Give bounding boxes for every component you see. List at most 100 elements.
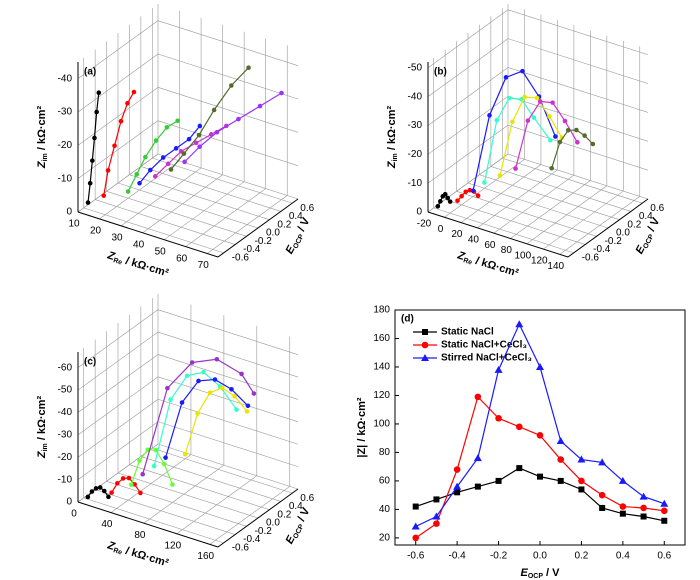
- series: [85, 90, 102, 205]
- point: [87, 180, 93, 186]
- z-tick-label: 0.6: [300, 203, 314, 214]
- point: [160, 155, 166, 160]
- point: [536, 362, 544, 370]
- label-main: Z: [386, 160, 398, 169]
- series: [140, 356, 257, 477]
- series: [182, 90, 284, 165]
- point: [482, 180, 487, 185]
- series: [137, 123, 203, 186]
- floor-grid-line: [106, 481, 247, 527]
- point: [153, 447, 159, 453]
- point: [137, 458, 142, 463]
- legend-marker: [421, 341, 429, 349]
- point: [433, 520, 440, 527]
- wall-grid-line: [507, 96, 649, 142]
- x-axis: [77, 211, 219, 258]
- floor-grid-line: [152, 447, 293, 494]
- label-rest: / kΩ·cm²: [36, 396, 48, 444]
- point: [438, 199, 443, 204]
- point: [494, 117, 500, 123]
- point: [101, 193, 107, 198]
- series-line: [127, 120, 178, 192]
- floor-grid-line: [479, 174, 620, 220]
- series: [435, 191, 453, 209]
- point: [251, 391, 257, 396]
- point: [118, 118, 124, 124]
- point: [534, 95, 540, 101]
- label-sub: im: [392, 153, 399, 161]
- y-tick-label: 0: [416, 207, 422, 218]
- point: [85, 494, 91, 500]
- floor-grid-line: [502, 157, 643, 204]
- series-line: [164, 378, 249, 458]
- point: [137, 180, 142, 186]
- series-line: [415, 395, 665, 539]
- wall-grid-line: [427, 38, 509, 97]
- wall-grid-line: [77, 53, 159, 113]
- wall-grid-line: [157, 398, 299, 445]
- wall-grid-line: [77, 398, 159, 458]
- y-tick-label: 0: [66, 497, 72, 508]
- label-rest: / kΩ·cm²: [386, 106, 398, 154]
- x-axis-label: EOCP / V: [520, 567, 560, 580]
- series: [513, 99, 580, 171]
- point: [442, 191, 448, 197]
- point: [105, 168, 111, 173]
- panel-label: (c): [84, 357, 96, 368]
- point: [175, 118, 180, 124]
- y-tick-label: 120: [373, 390, 390, 401]
- x-tick-label: 20: [90, 226, 102, 237]
- point: [520, 68, 525, 74]
- y-tick-label: 40: [379, 504, 391, 515]
- z-tick-label: -0.6: [232, 252, 250, 263]
- legend-label: Stirred NaCl+CeCl₃: [441, 353, 532, 364]
- z-tick-label: 0.4: [289, 211, 303, 222]
- y-tick-label: -50: [408, 62, 423, 73]
- floor-grid-line: [129, 464, 270, 510]
- floor-grid-line: [152, 157, 293, 204]
- point: [244, 409, 250, 414]
- wall-grid-line: [157, 354, 299, 400]
- floor-grid-line: [445, 199, 586, 245]
- point: [487, 113, 492, 118]
- point: [411, 522, 420, 530]
- point: [577, 455, 586, 463]
- point: [432, 512, 441, 520]
- point: [140, 471, 146, 477]
- point: [196, 132, 202, 138]
- point: [619, 503, 627, 510]
- y-tick-label: -20: [58, 452, 73, 463]
- wall-grid-line: [77, 376, 159, 436]
- x-tick-label: -0.2: [490, 551, 508, 562]
- point: [212, 377, 218, 382]
- label-rest: / V: [543, 567, 560, 579]
- y-tick-label: -50: [58, 385, 73, 396]
- point: [131, 89, 137, 95]
- point: [503, 75, 509, 80]
- point: [219, 385, 225, 391]
- y-tick-label: 0: [66, 207, 72, 218]
- x-tick-label: 20: [451, 229, 463, 240]
- point: [109, 490, 114, 495]
- label-rest: / kΩ·cm²: [471, 254, 520, 279]
- wall-grid-line: [507, 9, 649, 56]
- series-line: [184, 92, 282, 163]
- wall-grid-line: [77, 20, 159, 79]
- point: [619, 510, 626, 517]
- point: [152, 174, 158, 179]
- point: [106, 494, 111, 500]
- series-line: [514, 100, 578, 169]
- wall-grid-line: [157, 443, 299, 490]
- z-tick-label: 0.4: [289, 501, 303, 512]
- x-tick-label: -0.6: [407, 551, 425, 562]
- point: [412, 534, 420, 542]
- y-tick-label: -20: [58, 140, 73, 151]
- point: [128, 482, 134, 488]
- x-tick-label: 10: [68, 219, 80, 230]
- x-tick-label: 30: [112, 232, 124, 243]
- point: [494, 365, 503, 373]
- point: [232, 393, 237, 399]
- label-sub: im: [42, 153, 49, 161]
- x-tick-label: 0.6: [657, 551, 671, 562]
- wall-grid-line: [427, 9, 509, 69]
